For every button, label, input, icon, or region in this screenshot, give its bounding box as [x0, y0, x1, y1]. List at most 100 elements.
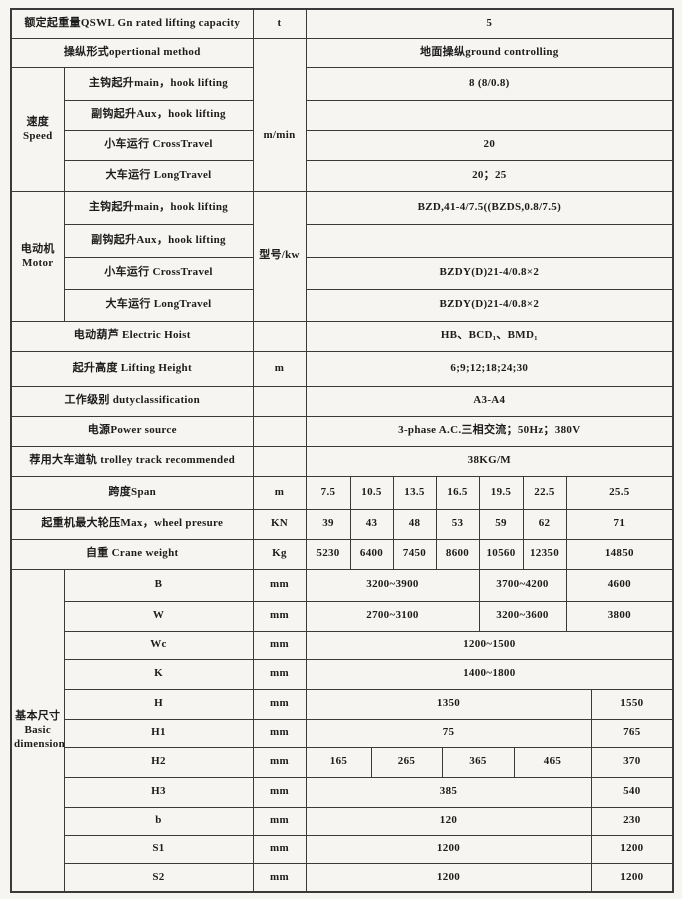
- unit-cell: Kg: [252, 538, 307, 570]
- value-cell: 7.5: [305, 475, 351, 510]
- row-label: H1: [63, 718, 254, 748]
- unit-cell: mm: [252, 658, 307, 690]
- row-electric-hoist: 电动葫芦 Electric Hoist HB、BCD₁、BMD₁: [10, 320, 674, 352]
- row-label: W: [63, 600, 254, 632]
- row-label: 工作级别 dutyclassification: [10, 385, 254, 417]
- row-dim-S1: S1 mm 1200 1200: [11, 834, 674, 864]
- row-operational-method: 操纵形式opertional method m/min 地面操纵ground c…: [10, 37, 674, 192]
- row-label: 小车运行 CrossTravel: [63, 129, 254, 161]
- row-label: H2: [63, 746, 254, 778]
- row-lifting-height: 起升高度 Lifting Height m 6;9;12;18;24;30: [10, 350, 674, 387]
- row-dim-Wc: Wc mm 1200~1500: [11, 630, 674, 660]
- value-cell: 10.5: [349, 475, 394, 510]
- group-speed: 速度 Speed: [10, 66, 65, 192]
- value-cell: 25.5: [565, 475, 674, 510]
- row-label: 电动葫芦 Electric Hoist: [10, 320, 254, 352]
- value-cell: 20；25: [305, 159, 674, 192]
- value-cell: 765: [590, 718, 674, 748]
- row-label: S2: [63, 862, 254, 893]
- value-cell: 14850: [565, 538, 674, 570]
- unit-cell: mm: [252, 688, 307, 720]
- row-crane-weight: 自重 Crane weight Kg 5230 6400 7450 8600 1…: [10, 538, 674, 570]
- value-cell: 13.5: [392, 475, 437, 510]
- value-cell: 12350: [522, 538, 567, 570]
- row-speed-cross-travel: 小车运行 CrossTravel 20: [11, 129, 674, 161]
- row-dim-b: b mm 120 230: [11, 806, 674, 836]
- value-cell: [305, 99, 674, 131]
- row-duty-classification: 工作级别 dutyclassification A3-A4: [10, 385, 674, 417]
- value-cell: 16.5: [435, 475, 480, 510]
- group-label-en: dimensions: [14, 738, 63, 751]
- row-label: 电源Power source: [10, 415, 254, 447]
- value-cell: 4600: [565, 568, 674, 602]
- unit-cell: KN: [252, 508, 307, 540]
- value-cell: 1550: [590, 688, 674, 720]
- unit-cell: [252, 385, 307, 417]
- row-power-source: 电源Power source 3-phase A.C.三相交流；50Hz；380…: [10, 415, 674, 447]
- value-cell: 230: [590, 806, 674, 836]
- group-label-cn: 速度: [26, 115, 50, 128]
- unit-cell: mm: [252, 718, 307, 748]
- row-motor-main-hook: 电动机 Motor 主钩起升main，hook lifting 型号/kw BZ…: [10, 190, 674, 322]
- value-cell: 465: [513, 746, 592, 778]
- value-cell: 165: [305, 746, 372, 778]
- value-cell: 1200: [590, 862, 674, 893]
- value-cell: 3700~4200: [478, 568, 567, 602]
- value-cell: 3200~3900: [305, 568, 480, 602]
- value-cell: BZD,41-4/7.5((BZDS,0.8/7.5): [305, 190, 674, 225]
- row-motor-long-travel: 大车运行 LongTravel BZDY(D)21-4/0.8×2: [11, 288, 674, 322]
- row-trolley-track: 荐用大车道轨 trolley track recommended 38KG/M: [10, 445, 674, 477]
- value-cell: 1350: [305, 688, 592, 720]
- value-cell: BZDY(D)21-4/0.8×2: [305, 288, 674, 322]
- row-label: B: [63, 568, 254, 602]
- value-cell: 62: [522, 508, 567, 540]
- value-cell: 540: [590, 776, 674, 808]
- unit-cell: [252, 320, 307, 352]
- value-cell: HB、BCD₁、BMD₁: [305, 320, 674, 352]
- row-dim-W: W mm 2700~3100 3200~3600 3800: [11, 600, 674, 632]
- row-label: 大车运行 LongTravel: [63, 288, 254, 322]
- row-label: H3: [63, 776, 254, 808]
- row-label: 小车运行 CrossTravel: [63, 256, 254, 290]
- unit-cell: mm: [252, 834, 307, 864]
- value-cell: 6400: [349, 538, 394, 570]
- row-speed-main-hook: 速度 Speed 主钩起升main，hook lifting 8 (8/0.8): [10, 66, 674, 192]
- unit-cell-motor: 型号/kw: [252, 190, 307, 322]
- value-cell: 1400~1800: [305, 658, 674, 690]
- row-label: Wc: [63, 630, 254, 660]
- value-cell: 19.5: [478, 475, 524, 510]
- value-cell: 75: [305, 718, 592, 748]
- row-dim-H3: H3 mm 385 540: [11, 776, 674, 808]
- value-cell: 38KG/M: [305, 445, 674, 477]
- row-dim-H: H mm 1350 1550: [11, 688, 674, 720]
- unit-cell: t: [252, 8, 307, 39]
- value-cell: 265: [370, 746, 443, 778]
- value-cell: 59: [478, 508, 524, 540]
- row-label: 大车运行 LongTravel: [63, 159, 254, 192]
- row-label: S1: [63, 834, 254, 864]
- value-cell: 39: [305, 508, 351, 540]
- row-dim-H2: H2 mm 165 265 365 465 370: [11, 746, 674, 778]
- row-rated-capacity: 额定起重量QSWL Gn rated lifting capacity t 5: [10, 8, 674, 39]
- value-cell: [305, 223, 674, 258]
- row-label: 自重 Crane weight: [10, 538, 254, 570]
- group-label-en: Motor: [22, 257, 54, 269]
- unit-cell: mm: [252, 630, 307, 660]
- value-cell: 20: [305, 129, 674, 161]
- value-cell: 10560: [478, 538, 524, 570]
- row-span: 跨度Span m 7.5 10.5 13.5 16.5 19.5 22.5 25…: [10, 475, 674, 510]
- group-motor: 电动机 Motor: [10, 190, 65, 322]
- row-label: H: [63, 688, 254, 720]
- row-label: 额定起重量QSWL Gn rated lifting capacity: [10, 8, 254, 39]
- row-dim-S2: S2 mm 1200 1200: [11, 862, 674, 893]
- value-cell: 1200: [305, 834, 592, 864]
- value-cell: 71: [565, 508, 674, 540]
- group-label-en: Basic: [24, 724, 52, 737]
- row-label: K: [63, 658, 254, 690]
- value-cell: 2700~3100: [305, 600, 480, 632]
- value-cell: 370: [590, 746, 674, 778]
- row-speed-aux-hook: 副钩起升Aux，hook lifting: [11, 99, 674, 131]
- unit-cell: [252, 415, 307, 447]
- value-cell: 1200: [305, 862, 592, 893]
